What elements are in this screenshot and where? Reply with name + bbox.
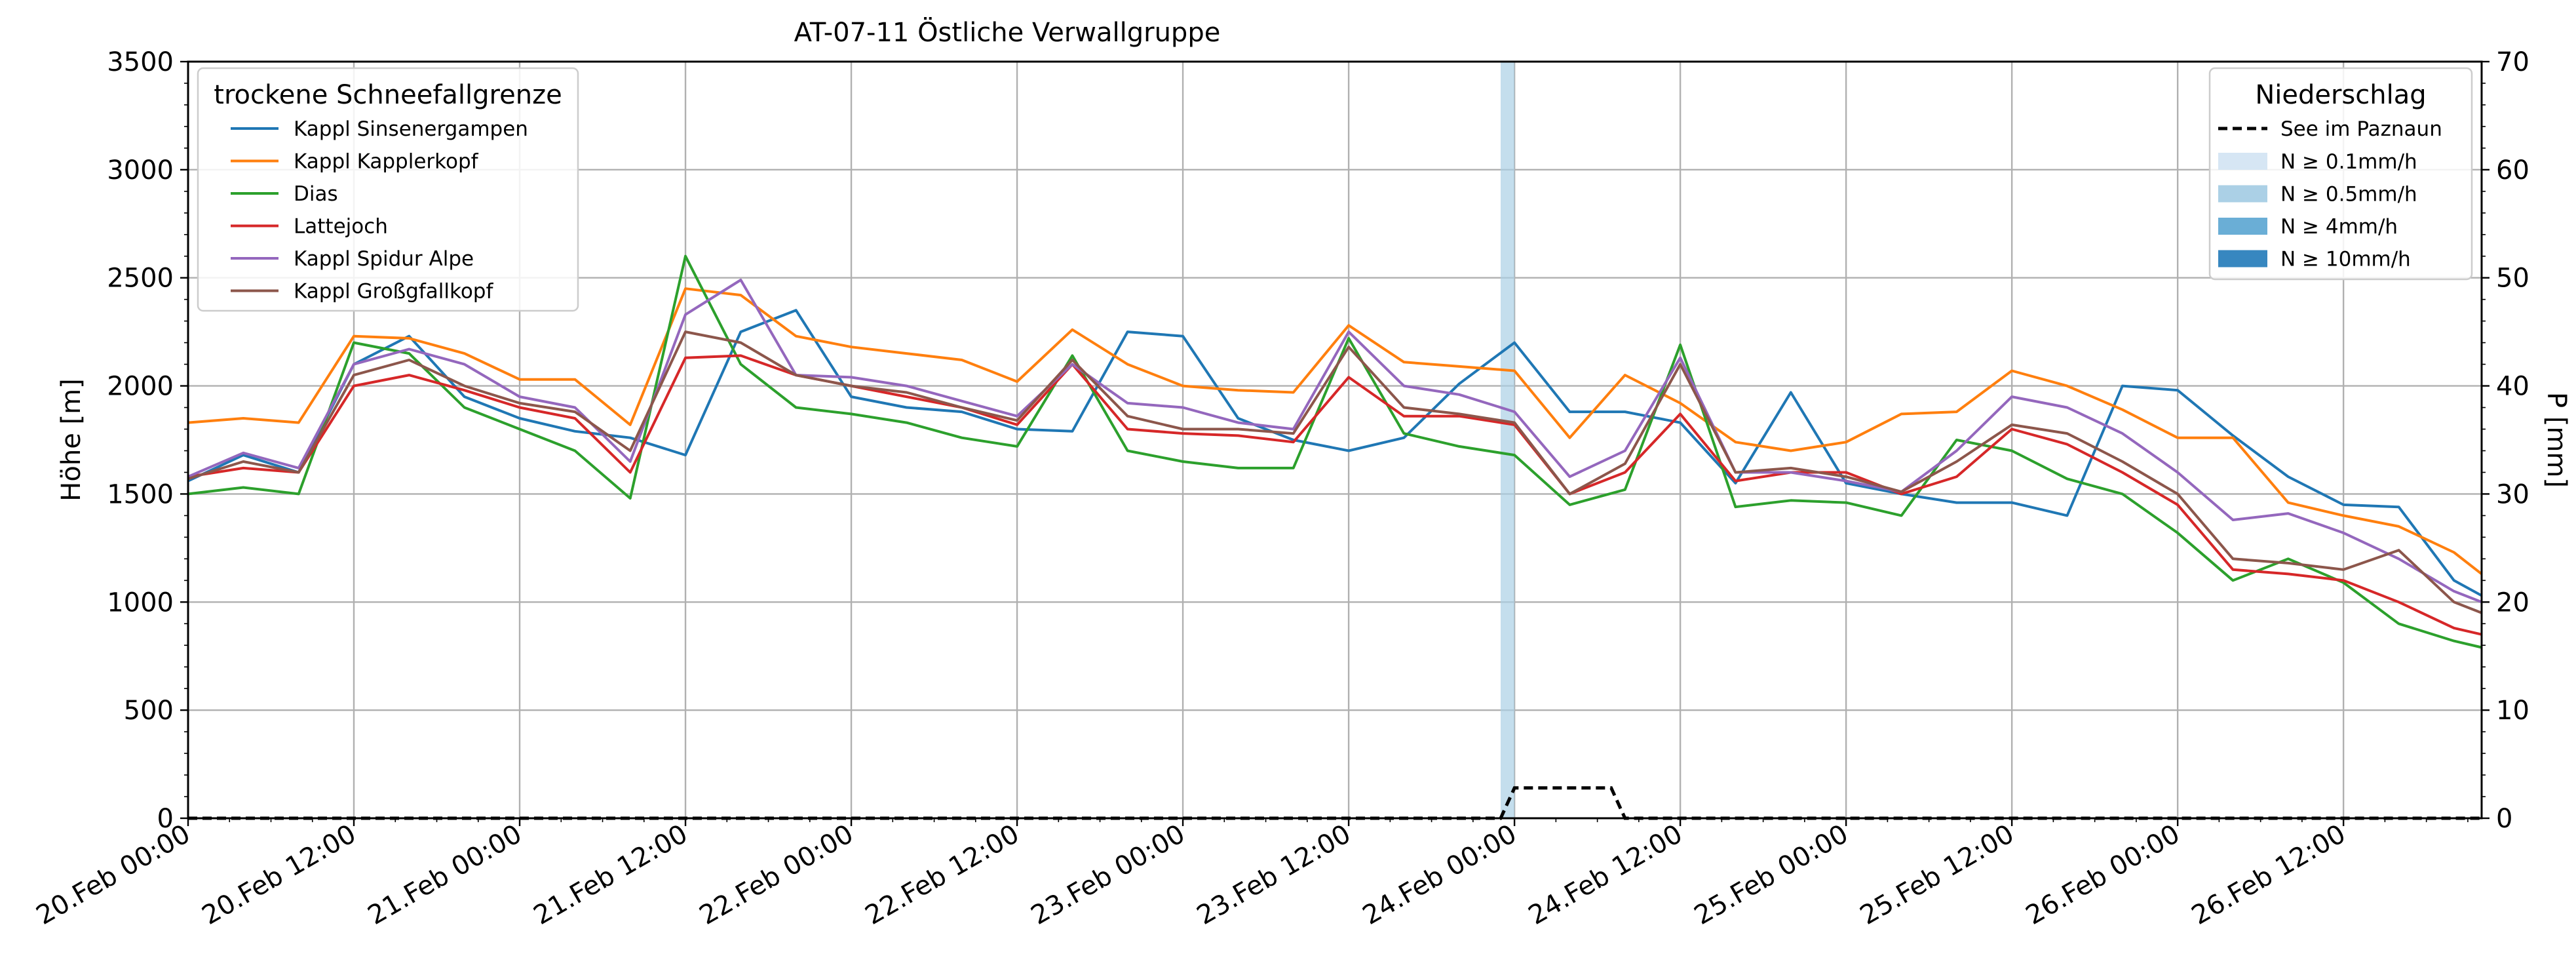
x-tick-label: 26.Feb 12:00	[2187, 819, 2351, 931]
series-lines	[187, 254, 2483, 649]
legend-label: Kappl Großgfallkopf	[294, 280, 493, 304]
y-tick-label: 1000	[107, 587, 174, 618]
series-line	[187, 330, 2482, 614]
legend-patch	[2218, 250, 2267, 268]
x-tick-label: 20.Feb 12:00	[197, 819, 361, 931]
y-tick-label: 3000	[107, 155, 174, 186]
y-right-tick-label: 10	[2496, 696, 2529, 726]
precip-line	[188, 786, 2482, 820]
x-tick-label: 21.Feb 12:00	[529, 819, 693, 931]
precip-band	[1501, 62, 1515, 818]
legend-left-title: trockene Schneefallgrenze	[214, 80, 562, 110]
legend-patch	[2218, 218, 2267, 235]
legend-right-frame	[2208, 67, 2473, 281]
series-line	[187, 309, 2482, 597]
legend-patch-label: N ≥ 0.5mm/h	[2280, 183, 2417, 207]
legend-left-frame	[197, 67, 579, 312]
legend-patch-label: N ≥ 0.1mm/h	[2280, 150, 2417, 174]
x-tick-label: 23.Feb 12:00	[1192, 819, 1356, 931]
legend-right-title: Niederschlag	[2255, 80, 2426, 110]
plot-frame	[187, 60, 2483, 820]
y-axis-left: 0 500 1000 1500 2000 2500 3000 3500	[107, 47, 188, 834]
x-tick-label: 23.Feb 00:00	[1026, 819, 1190, 931]
y-tick-label: 3500	[107, 47, 174, 77]
y-right-tick-label: 40	[2496, 372, 2529, 402]
x-tick-label: 22.Feb 12:00	[860, 819, 1024, 931]
legend-label: Dias	[294, 182, 338, 206]
x-tick-label: 25.Feb 12:00	[1855, 819, 2019, 931]
series-line	[187, 287, 2483, 575]
legend-label: Kappl Kapplerkopf	[294, 150, 479, 174]
x-tick-label: 21.Feb 00:00	[363, 819, 527, 931]
legend-label: Kappl Spidur Alpe	[294, 247, 474, 271]
x-tick-label: 20.Feb 00:00	[31, 819, 195, 931]
chart-title: AT-07-11 Östliche Verwallgruppe	[794, 16, 1221, 48]
precip-bands	[1501, 62, 1515, 818]
legend-patch-label: N ≥ 10mm/h	[2280, 248, 2411, 271]
y-tick-label: 0	[157, 804, 174, 834]
legend-label: Kappl Sinsenergampen	[294, 117, 528, 141]
precip-line-path	[188, 786, 2482, 820]
legend-patch-label: N ≥ 4mm/h	[2280, 215, 2398, 239]
y-tick-label: 2500	[107, 264, 174, 294]
y-right-tick-label: 30	[2496, 479, 2529, 509]
y-tick-label: 2000	[107, 372, 174, 402]
y-right-tick-label: 70	[2496, 47, 2529, 77]
y-right-tick-label: 50	[2496, 264, 2529, 294]
x-axis: 20.Feb 00:00 20.Feb 12:00 21.Feb 00:00 21.F…	[31, 818, 2469, 931]
series-line	[187, 254, 2482, 649]
x-tick-label: 24.Feb 00:00	[1358, 819, 1522, 931]
x-tick-label: 24.Feb 12:00	[1524, 819, 1687, 931]
y-axis-right: 0 10 20 30 40 50 60 70	[2482, 47, 2529, 834]
series-line	[187, 354, 2482, 636]
legend-patch	[2218, 153, 2267, 170]
y-right-tick-label: 60	[2496, 155, 2529, 186]
legend-patch	[2218, 185, 2267, 203]
legend-left: trockene Schneefallgrenze Kappl Sinsener…	[197, 67, 579, 312]
series-line	[187, 279, 2482, 604]
y-tick-label: 1500	[107, 479, 174, 509]
legend-label: Lattejoch	[294, 215, 388, 239]
x-tick-label: 25.Feb 00:00	[1689, 819, 1853, 931]
y-tick-label: 500	[124, 696, 174, 726]
x-tick-label: 22.Feb 00:00	[695, 819, 858, 931]
x-tick-label: 26.Feb 00:00	[2021, 819, 2185, 931]
legend-right-line-label: See im Paznaun	[2280, 117, 2442, 141]
y-right-tick-label: 20	[2496, 587, 2529, 618]
legend-right: Niederschlag See im Paznaun N ≥ 0.1mm/h N…	[2208, 67, 2473, 281]
y-axis-label-right: P [mm]	[2541, 392, 2571, 488]
y-axis-label: Höhe [m]	[56, 378, 87, 501]
y-right-tick-label: 0	[2496, 804, 2512, 834]
